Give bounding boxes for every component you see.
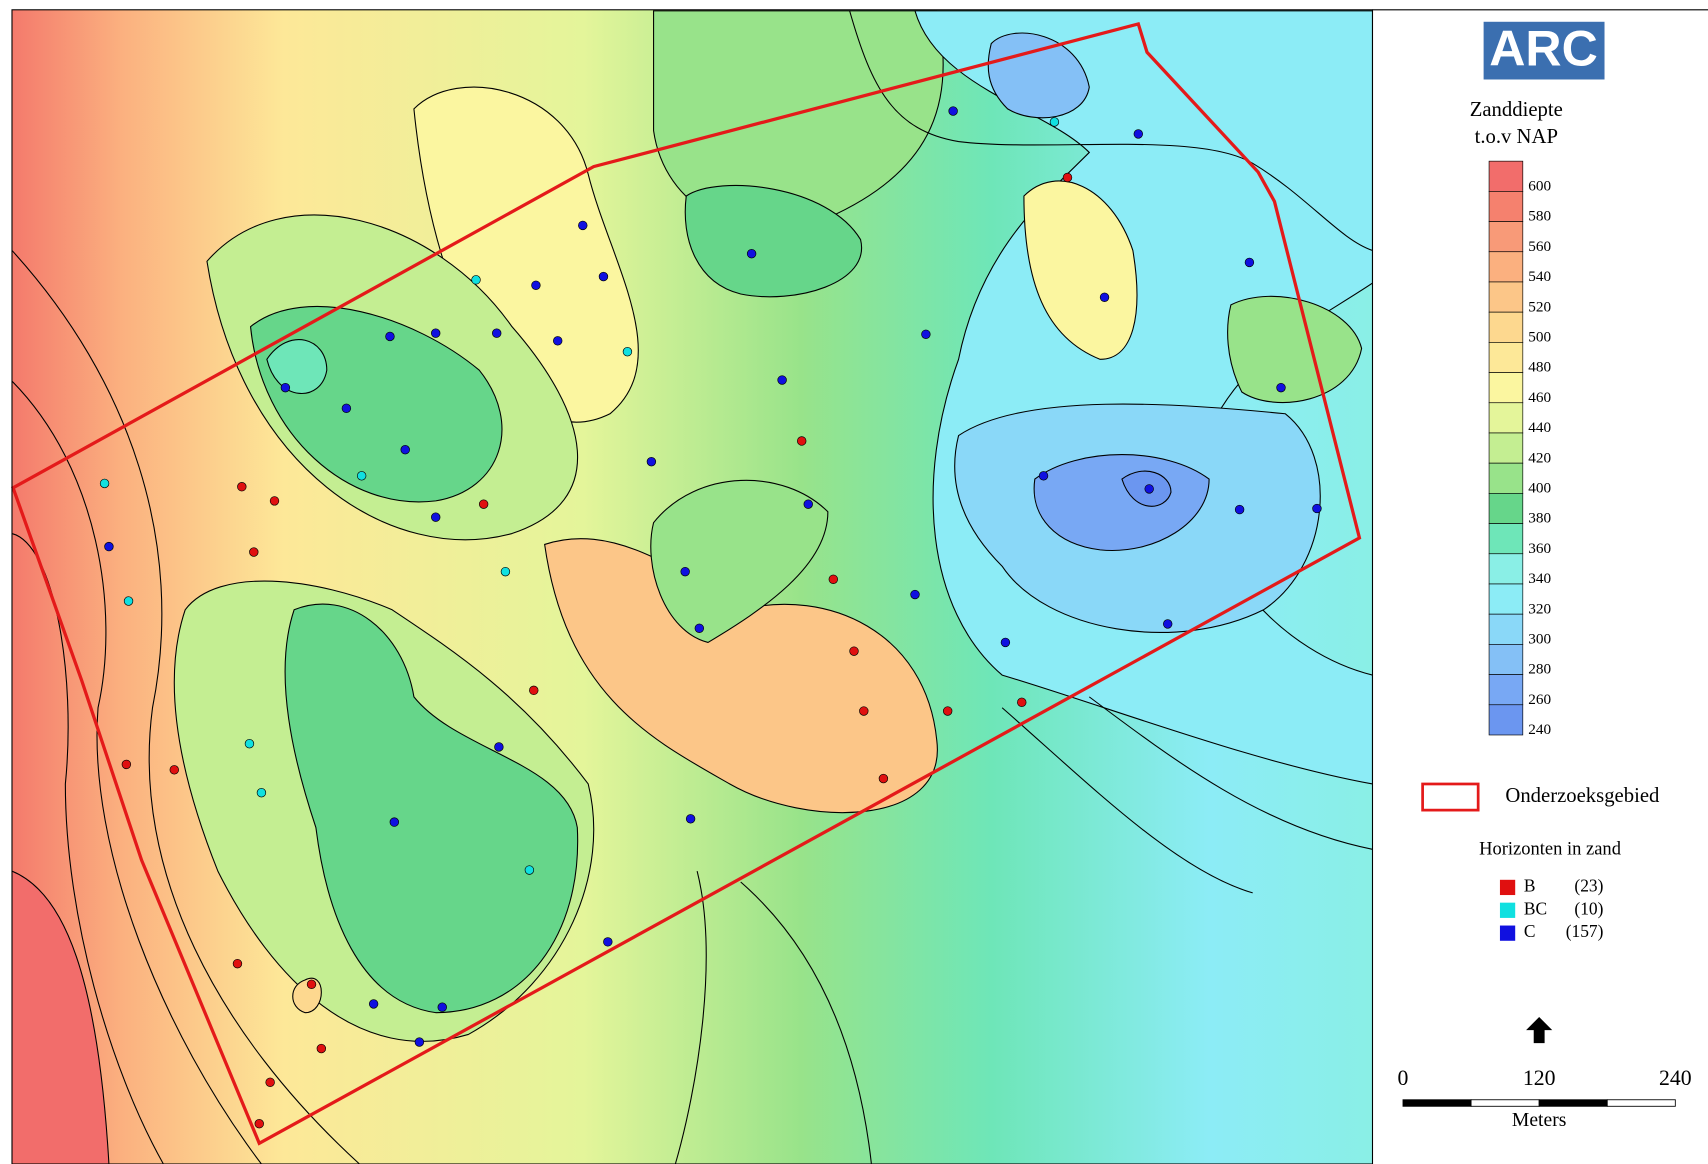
area-legend-symbol (1421, 782, 1480, 812)
color-scale-label: 560 (1528, 238, 1551, 255)
horizon-name: C (1524, 921, 1536, 941)
color-band (1488, 583, 1524, 615)
color-band (1488, 372, 1524, 404)
color-scale-label: 460 (1528, 389, 1551, 406)
color-scale-label: 600 (1528, 178, 1551, 195)
scale-tick-label: 240 (1659, 1066, 1692, 1090)
horizon-swatch (1499, 902, 1516, 918)
color-band (1488, 251, 1524, 283)
scale-segment (1538, 1099, 1608, 1107)
color-scale-label: 580 (1528, 208, 1551, 225)
color-band (1488, 523, 1524, 555)
color-band (1488, 462, 1524, 494)
horizon-name: BC (1524, 898, 1547, 918)
color-scale-label: 240 (1528, 721, 1551, 738)
color-scale-label: 280 (1528, 661, 1551, 678)
color-scale-label: 260 (1528, 691, 1551, 708)
color-band (1488, 160, 1524, 192)
contour-map (11, 9, 1373, 1164)
north-arrow (1526, 1017, 1553, 1044)
color-band (1488, 674, 1524, 706)
scale-segment (1402, 1099, 1472, 1107)
color-band (1488, 644, 1524, 675)
map-frame (11, 9, 1374, 1164)
scale-segment (1470, 1099, 1540, 1107)
color-scale-label: 500 (1528, 329, 1551, 346)
color-band (1488, 432, 1524, 464)
horizon-count: (157) (1566, 921, 1604, 941)
horizons-title: Horizonten in zand (1479, 840, 1622, 860)
horizon-count: (10) (1574, 898, 1603, 918)
scale-tick-label: 120 (1523, 1066, 1556, 1090)
scale-bar: 0 120 240 (1398, 1066, 1692, 1107)
color-scale-label: 540 (1528, 268, 1551, 285)
scale-segment (1606, 1099, 1676, 1107)
color-scale-label: 360 (1528, 540, 1551, 557)
color-band (1488, 613, 1524, 645)
color-scale-label: 400 (1528, 480, 1551, 497)
color-scale-label: 380 (1528, 510, 1551, 527)
color-band (1488, 342, 1524, 373)
scale-unit: Meters (1512, 1110, 1566, 1131)
study-area-outline (11, 21, 1362, 1146)
color-band (1488, 553, 1524, 585)
color-scale-label: 340 (1528, 570, 1551, 587)
color-scale-label: 300 (1528, 631, 1551, 648)
color-scale-label: 320 (1528, 600, 1551, 617)
legend-title: Zanddiepte (1470, 99, 1563, 121)
color-band (1488, 221, 1524, 253)
horizon-swatch (1499, 925, 1516, 941)
horizon-count: (23) (1574, 875, 1603, 895)
legend-subtitle: t.o.v NAP (1475, 126, 1558, 148)
color-band (1488, 311, 1524, 343)
horizons-legend: B (23) BC (10) C (157) (1499, 875, 1604, 941)
area-legend-label: Onderzoeksgebied (1505, 785, 1660, 807)
color-scale-label: 440 (1528, 419, 1551, 436)
logo: ARC (1483, 21, 1605, 80)
color-scale-label: 420 (1528, 449, 1551, 466)
logo-box (1483, 21, 1605, 80)
scale-tick-label: 0 (1398, 1066, 1409, 1090)
color-band (1488, 281, 1524, 313)
color-band (1488, 402, 1524, 434)
horizon-swatch (1499, 879, 1516, 896)
color-band (1488, 704, 1524, 736)
color-scale-label: 520 (1528, 298, 1551, 315)
color-band (1488, 493, 1524, 524)
color-band (1488, 191, 1524, 222)
horizon-name: B (1524, 875, 1536, 895)
borehole-points (99, 106, 1322, 1129)
color-scale: 600 580 560 540 520 500 480 460 440 420 400 380 360 3… (1488, 160, 1552, 738)
logo-text: ARC (1489, 21, 1598, 77)
color-scale-label: 480 (1528, 359, 1551, 376)
